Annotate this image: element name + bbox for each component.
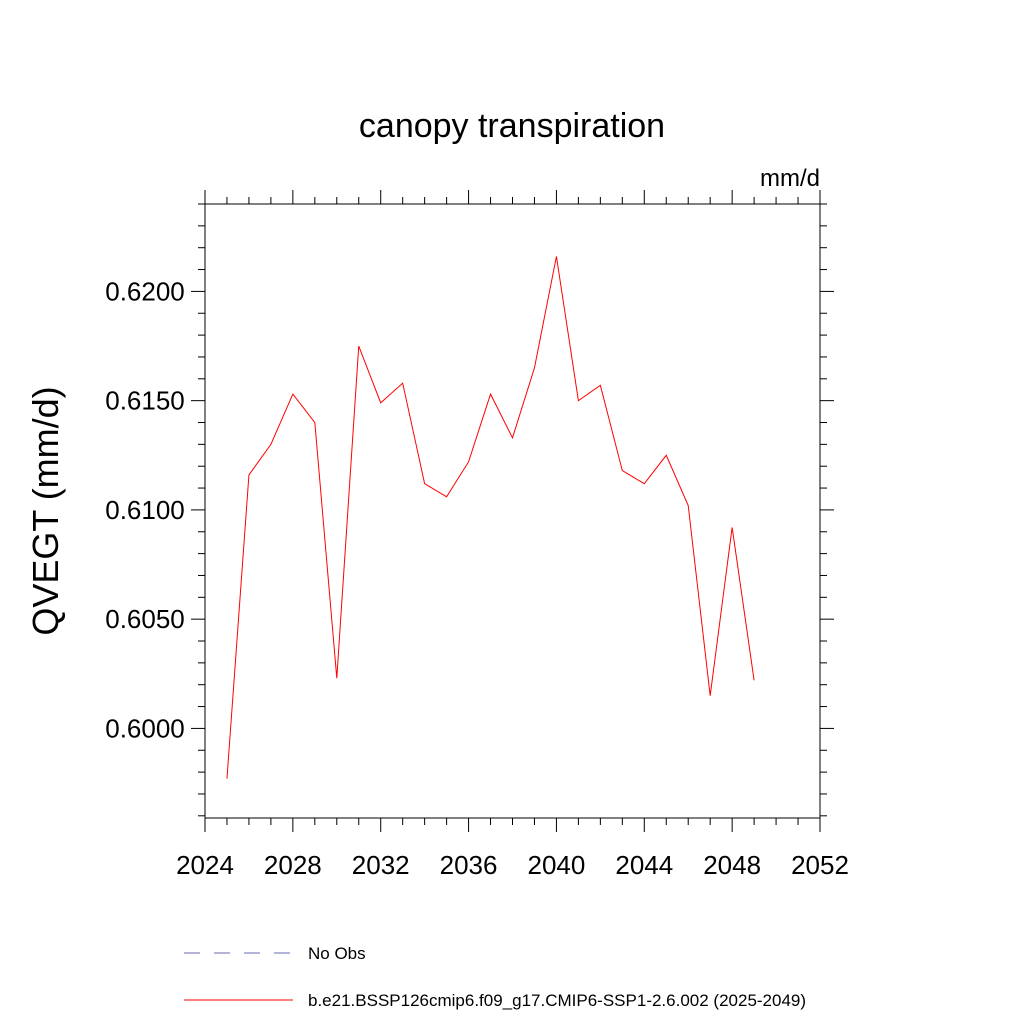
- x-tick-label: 2036: [440, 850, 498, 880]
- x-tick-label: 2024: [176, 850, 234, 880]
- chart-title: canopy transpiration: [359, 107, 665, 145]
- y-tick-label: 0.6100: [105, 495, 185, 525]
- x-tick-label: 2052: [791, 850, 849, 880]
- legend-label: No Obs: [308, 944, 366, 963]
- series-layer: [226, 256, 755, 779]
- x-tick-label: 2048: [703, 850, 761, 880]
- x-tick-label: 2040: [528, 850, 586, 880]
- x-tick-label: 2028: [264, 850, 322, 880]
- y-tick-label: 0.6150: [105, 386, 185, 416]
- legend: No Obs b.e21.BSSP126cmip6.f09_g17.CMIP6-S…: [184, 944, 806, 1010]
- y-tick-label: 0.6050: [105, 604, 185, 634]
- units-label: mm/d: [760, 165, 820, 192]
- y-tick-label: 0.6000: [105, 713, 185, 743]
- axis-ticks: 2024 2028 2032 2036 2040 2044 2048 2052 0.6000 0.…: [105, 190, 849, 880]
- x-tick-label: 2044: [615, 850, 673, 880]
- plot-frame: [204, 203, 821, 819]
- series-line: [226, 256, 755, 779]
- y-axis-label: QVEGT (mm/d): [25, 386, 66, 635]
- y-tick-label: 0.6200: [105, 276, 185, 306]
- legend-label: b.e21.BSSP126cmip6.f09_g17.CMIP6-SSP1-2.…: [308, 991, 806, 1010]
- x-tick-label: 2032: [352, 850, 410, 880]
